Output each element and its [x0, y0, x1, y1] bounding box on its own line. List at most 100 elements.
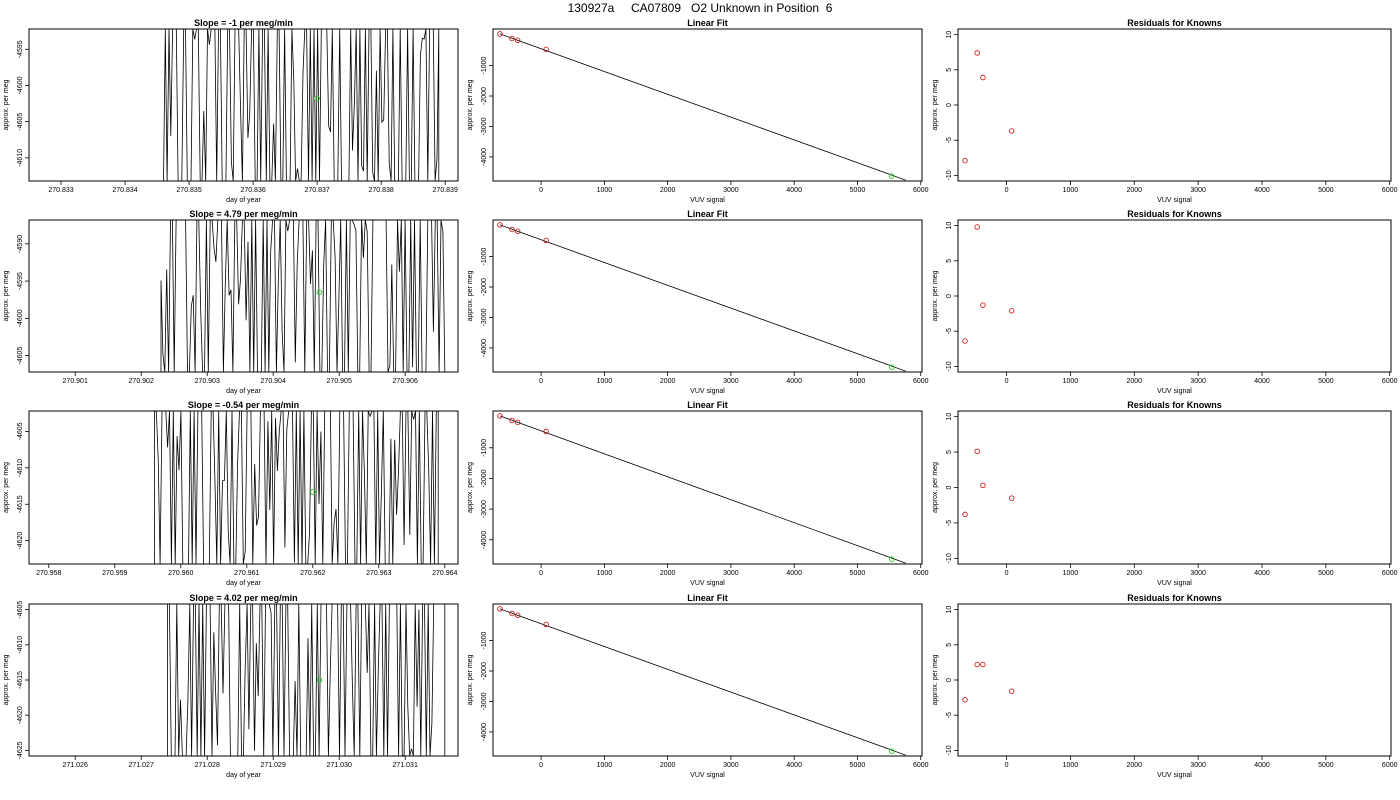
y-axis-label: approx. per meg — [3, 79, 10, 130]
y-tick-label: -2000 — [481, 278, 488, 296]
x-tick-label: 2000 — [660, 570, 676, 577]
x-tick-label: 2000 — [1126, 378, 1142, 385]
plot-content — [962, 448, 1015, 518]
x-tick-label: 0 — [1005, 378, 1009, 385]
x-tick-label: 1000 — [1063, 378, 1079, 385]
x-tick-label: 2000 — [1126, 570, 1142, 577]
y-tick-label: -2000 — [481, 662, 488, 680]
x-tick-label: 271.026 — [63, 762, 88, 769]
plot-frame — [492, 410, 923, 565]
y-axis-label: approx. per meg — [467, 654, 474, 705]
plot-content — [497, 606, 906, 756]
x-axis-label: VUV signal — [690, 772, 725, 779]
x-tick-label: 270.905 — [327, 378, 352, 385]
known-point — [497, 31, 503, 37]
x-tick-label: 3000 — [723, 378, 739, 385]
x-tick-label: 6000 — [913, 187, 929, 194]
x-tick-label: 4000 — [786, 378, 802, 385]
x-tick-label: 5000 — [850, 762, 866, 769]
y-tick-label: -4595 — [17, 40, 24, 58]
y-tick-label: 5 — [946, 68, 953, 72]
unknown-point — [888, 173, 895, 179]
x-tick-label: 1000 — [597, 378, 613, 385]
unknown-point — [888, 364, 895, 370]
x-axis-label: day of year — [226, 388, 261, 395]
y-tick-label: -4605 — [17, 347, 24, 365]
y-axis-label: approx. per meg — [467, 462, 474, 513]
x-tick-label: 4000 — [1254, 187, 1270, 194]
x-tick-label: 270.904 — [261, 378, 286, 385]
plot-frame — [957, 219, 1392, 373]
x-tick-label: 1000 — [1063, 762, 1079, 769]
y-axis-label: approx. per meg — [3, 654, 10, 705]
x-axis-label: VUV signal — [690, 388, 725, 395]
panel-7: Slope = -0.54 per meg/min 270.958 270.959 2… — [3, 400, 459, 587]
x-tick-label: 270.961 — [234, 570, 259, 577]
x-tick-label: 1000 — [597, 187, 613, 194]
panel-title: Residuals for Knowns — [1127, 18, 1222, 28]
plot-frame — [28, 28, 459, 182]
y-tick-label: 0 — [946, 678, 953, 682]
y-axis-label: approx. per meg — [467, 270, 474, 321]
x-tick-label: 5000 — [1318, 187, 1334, 194]
x-tick-label: 6000 — [1382, 378, 1398, 385]
fit-line — [499, 415, 906, 564]
y-tick-label: 10 — [946, 31, 953, 39]
x-tick-label: 0 — [1005, 570, 1009, 577]
x-tick-label: 271.029 — [261, 762, 286, 769]
known-point — [514, 612, 521, 619]
x-tick-label: 1000 — [1063, 570, 1079, 577]
page-title: 130927a CA07809 O2 Unknown in Position 6 — [567, 1, 833, 15]
x-tick-label: 4000 — [786, 187, 802, 194]
x-tick-label: 6000 — [1382, 762, 1398, 769]
x-axis-label: VUV signal — [1157, 580, 1192, 587]
panel-title: Linear Fit — [687, 209, 728, 219]
known-point — [497, 606, 503, 612]
y-tick-label: -3000 — [481, 692, 488, 710]
panel-title: Slope = 4.02 per meg/min — [189, 593, 297, 603]
panel-2: Linear Fit 0 1000 2000 3000 4000 5000 6000 -4000… — [467, 18, 929, 204]
unknown-point — [316, 677, 323, 683]
x-tick-label: 270.901 — [63, 378, 88, 385]
known-point — [974, 224, 980, 230]
known-point — [543, 46, 549, 53]
y-axis-label: approx. per meg — [932, 270, 939, 321]
y-tick-label: -4605 — [17, 113, 24, 131]
plot-content — [29, 411, 458, 564]
known-point — [1008, 128, 1015, 134]
y-tick-label: -4610 — [17, 149, 24, 167]
x-tick-label: 271.031 — [393, 762, 418, 769]
known-point — [962, 157, 968, 164]
y-tick-label: -10 — [946, 553, 953, 563]
x-tick-label: 6000 — [913, 378, 929, 385]
y-tick-label: -4625 — [17, 741, 24, 759]
known-point — [543, 428, 549, 435]
known-point — [543, 621, 549, 628]
plot-frame — [28, 219, 459, 373]
known-point — [974, 50, 980, 56]
y-tick-label: -3000 — [481, 500, 488, 518]
y-tick-label: -4615 — [17, 671, 24, 689]
x-tick-label: 1000 — [597, 570, 613, 577]
x-tick-label: 0 — [539, 570, 543, 577]
x-tick-label: 3000 — [723, 570, 739, 577]
plot-content — [497, 222, 906, 372]
x-axis-label: VUV signal — [690, 580, 725, 587]
unknown-point — [888, 556, 895, 562]
x-tick-label: 2000 — [660, 187, 676, 194]
x-tick-label: 270.837 — [304, 187, 329, 194]
y-tick-label: -4605 — [17, 601, 24, 619]
x-tick-label: 270.906 — [393, 378, 418, 385]
raw-trace-line — [29, 29, 458, 181]
y-tick-label: -4620 — [17, 532, 24, 550]
x-tick-label: 0 — [539, 762, 543, 769]
y-tick-label: -5 — [946, 520, 953, 526]
y-tick-label: 10 — [946, 222, 953, 230]
plot-content — [962, 661, 1015, 703]
x-tick-label: 1000 — [1063, 187, 1079, 194]
x-tick-label: 3000 — [723, 187, 739, 194]
y-tick-label: -10 — [946, 361, 953, 371]
x-tick-label: 271.030 — [327, 762, 352, 769]
y-tick-label: -4600 — [17, 76, 24, 94]
x-tick-label: 0 — [539, 378, 543, 385]
